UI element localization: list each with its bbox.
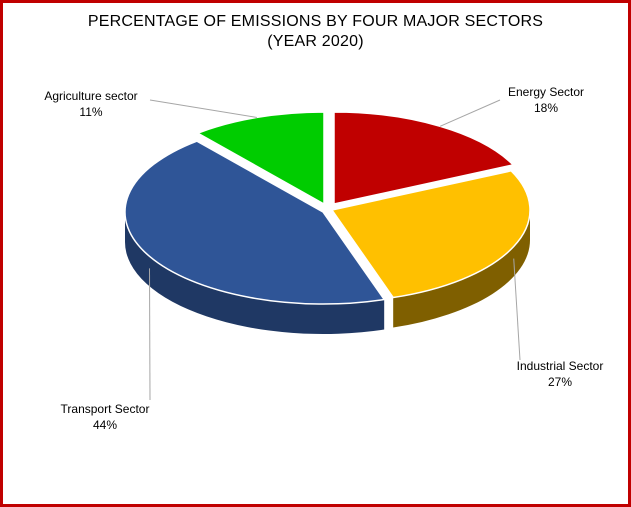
chart-title: PERCENTAGE OF EMISSIONS BY FOUR MAJOR SE… — [0, 12, 631, 52]
slice-labels: Energy Sector 18% Industrial Sector 27% Tran… — [44, 85, 603, 432]
leader-line-2 — [148, 268, 151, 401]
slice-1 — [330, 170, 531, 299]
slice-label-2: Transport Sector — [61, 402, 150, 416]
slice-value-2: 44% — [93, 418, 117, 432]
slice-side-2 — [125, 212, 385, 334]
slice-value-0: 18% — [534, 101, 558, 115]
chart-title-line2: (YEAR 2020) — [267, 33, 364, 50]
pie-sides — [125, 210, 530, 334]
chart-title-line1: PERCENTAGE OF EMISSIONS BY FOUR MAJOR SE… — [87, 13, 544, 30]
leader-line-1 — [513, 258, 521, 361]
leader-line-0 — [439, 99, 501, 127]
slice-side-1 — [393, 210, 530, 328]
slice-label-3: Agriculture sector — [44, 89, 137, 103]
slice-value-3: 11% — [79, 105, 102, 119]
leader-line-3 — [149, 99, 258, 118]
leader-lines — [148, 99, 521, 401]
slice-label-1: Industrial Sector — [517, 359, 604, 373]
slice-2 — [124, 140, 386, 305]
slice-label-0: Energy Sector — [508, 85, 584, 99]
pie-tops — [124, 111, 531, 305]
slice-value-1: 27% — [548, 375, 572, 389]
